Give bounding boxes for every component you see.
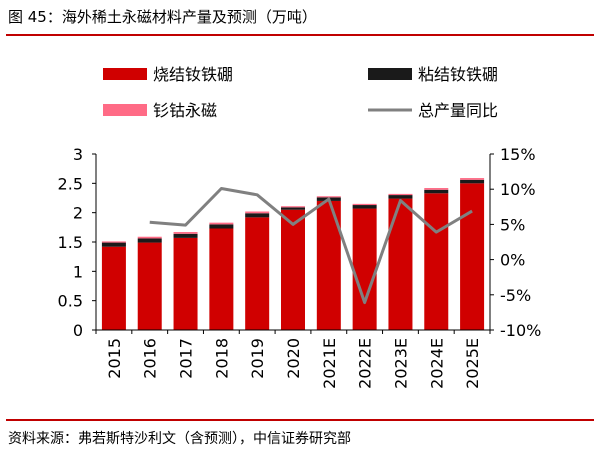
bar-segment [352,203,377,206]
x-tick-label: 2019 [248,338,267,379]
bar-segment [281,207,305,210]
left-tick-label: 0 [73,321,83,340]
x-tick-label: 2021E [320,338,339,389]
x-tick-label: 2017 [177,338,196,379]
bar-segment [173,237,198,330]
bar-segment [173,233,198,238]
top-rule [6,34,594,36]
left-tick-label: 2 [73,204,83,223]
bar-segment [460,179,485,184]
legend-swatch [103,104,147,116]
x-tick-label: 2015 [105,338,124,379]
left-tick-label: 0.5 [58,292,83,311]
legend-label: 总产量同比 [418,101,498,120]
bar-segment [281,206,305,208]
right-tick-label: 15% [500,145,536,164]
x-tick-label: 2025E [463,338,482,389]
bar-segment [460,178,485,180]
bar-segment [388,193,413,196]
bars [101,178,485,330]
right-tick-label: -5% [500,286,531,305]
figure-title: 图 45：海外稀土永磁材料产量及预测（万吨） [8,8,317,26]
bar-segment [209,224,234,229]
bar-segment [137,242,162,330]
bar-segment [352,208,377,330]
left-tick-label: 2.5 [58,174,83,193]
bar-segment [209,228,234,330]
line-series [149,186,473,305]
legend-swatch [368,68,412,80]
x-tick-label: 2018 [212,338,231,379]
bar-segment [245,217,270,330]
legend-label: 烧结钕铁硼 [153,65,233,84]
bar-segment [101,241,126,243]
legend-label: 粘结钕铁硼 [418,65,498,84]
bar-segment [388,198,413,330]
legend-swatch [103,68,147,80]
bar-segment [460,183,485,330]
right-tick-label: 5% [500,215,525,234]
bar-segment [245,211,270,214]
bar-segment [137,236,162,239]
bar-segment [173,232,198,234]
right-tick-label: 0% [500,251,525,270]
left-tick-label: 3 [73,145,83,164]
yoy-line [149,186,473,305]
bar-segment [245,213,270,218]
legend-label: 钐钴永磁 [153,101,217,120]
left-tick-label: 1.5 [58,233,83,252]
x-tick-label: 2016 [141,338,160,379]
bar-segment [316,196,341,198]
bar-segment [424,193,449,330]
left-tick-label: 1 [73,262,83,281]
bar-segment [424,189,449,194]
axes: 0 0.5 1 1.5 2 2.5 3 -10% -5% 0% 5% 10% 15% 2015 2016 20… [58,145,542,389]
bottom-rule [6,419,594,421]
bar-segment [209,222,234,225]
x-tick-label: 2022E [356,338,375,389]
x-tick-label: 2024E [427,338,446,389]
bar-segment [101,246,126,330]
bar-segment [101,242,126,247]
source-note: 资料来源：弗若斯特沙利文（含预测），中信证券研究部 [8,431,351,447]
bar-segment [424,188,449,190]
x-tick-label: 2020 [284,338,303,379]
x-tick-label: 2023E [391,338,410,389]
bar-segment [352,205,377,209]
right-tick-label: 10% [500,180,536,199]
bar-segment [281,209,305,330]
right-tick-label: -10% [500,321,541,340]
bar-segment [137,238,162,243]
bar-segment [388,195,413,199]
